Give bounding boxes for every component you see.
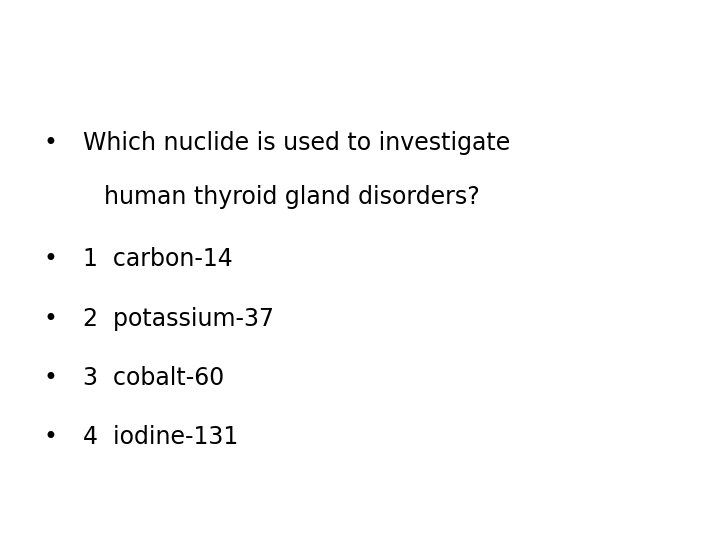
Text: Which nuclide is used to investigate: Which nuclide is used to investigate	[83, 131, 510, 155]
Text: 2  potassium-37: 2 potassium-37	[83, 307, 274, 330]
Text: •: •	[43, 426, 57, 449]
Text: 1  carbon-14: 1 carbon-14	[83, 247, 233, 271]
Text: •: •	[43, 307, 57, 330]
Text: •: •	[43, 366, 57, 390]
Text: 4  iodine-131: 4 iodine-131	[83, 426, 238, 449]
Text: •: •	[43, 131, 57, 155]
Text: •: •	[43, 247, 57, 271]
Text: 3  cobalt-60: 3 cobalt-60	[83, 366, 224, 390]
Text: human thyroid gland disorders?: human thyroid gland disorders?	[104, 185, 480, 209]
